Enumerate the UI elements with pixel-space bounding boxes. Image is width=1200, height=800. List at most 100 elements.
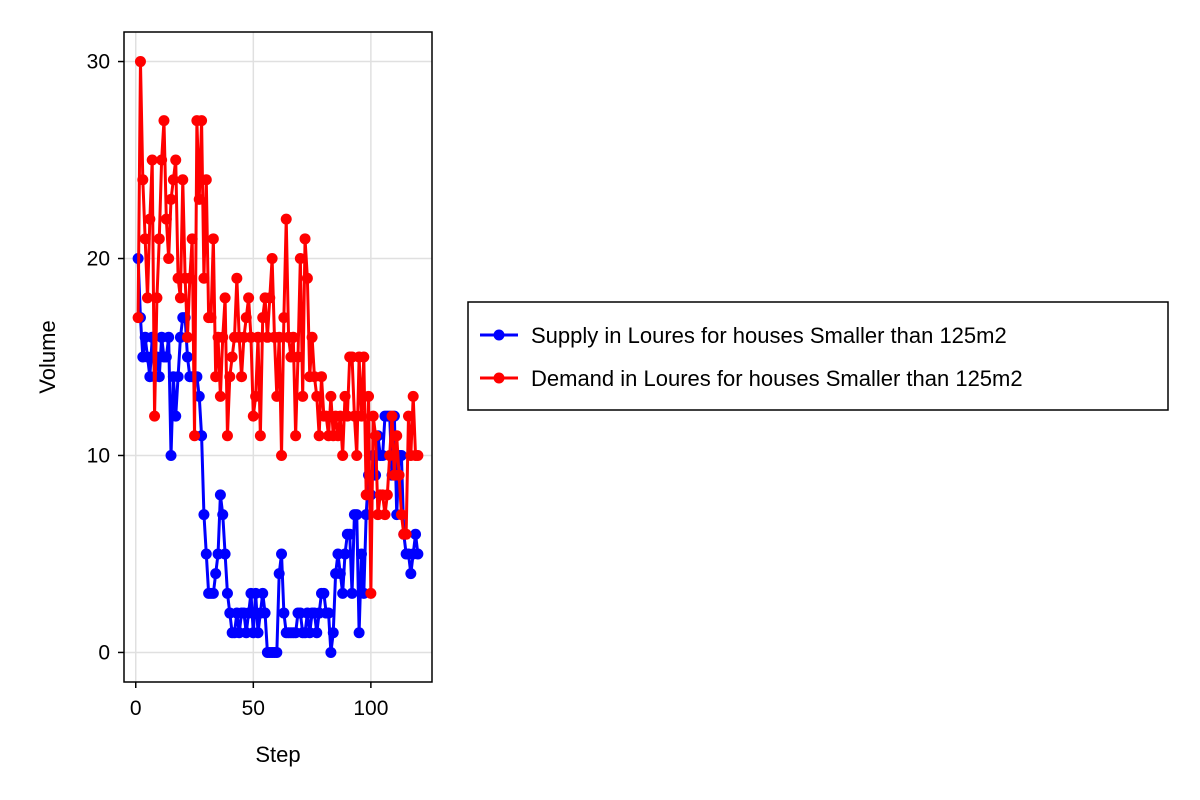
data-point <box>323 607 335 619</box>
data-point <box>184 272 196 284</box>
data-point <box>355 410 367 422</box>
data-point <box>346 587 358 599</box>
data-point <box>217 509 229 521</box>
data-point <box>316 371 327 383</box>
data-point <box>386 410 398 422</box>
data-point <box>160 213 172 225</box>
series-layer <box>132 56 424 658</box>
data-point <box>146 154 158 166</box>
legend-supply-marker <box>493 329 505 341</box>
data-point <box>186 233 198 245</box>
data-point <box>407 390 419 402</box>
data-point <box>177 174 189 186</box>
data-point <box>391 430 403 442</box>
data-point <box>170 410 182 422</box>
data-point <box>278 607 290 619</box>
data-point <box>252 627 264 639</box>
data-point <box>381 489 393 501</box>
data-point <box>198 272 210 284</box>
data-point <box>221 587 233 599</box>
data-point <box>271 390 283 402</box>
legend-demand-label: Demand in Loures for houses Smaller than… <box>531 366 1023 391</box>
legend-demand-marker <box>493 372 505 384</box>
data-point <box>313 430 325 442</box>
data-point <box>384 449 396 461</box>
data-point <box>165 449 177 461</box>
data-point <box>332 430 344 442</box>
data-point <box>149 410 161 422</box>
data-point <box>412 548 424 560</box>
data-point <box>257 312 269 324</box>
data-point <box>231 272 243 284</box>
data-point <box>243 607 255 619</box>
data-point <box>276 449 288 461</box>
data-point <box>243 292 255 304</box>
data-point <box>210 568 222 580</box>
data-point <box>311 627 323 639</box>
data-point <box>379 509 391 521</box>
data-point <box>271 646 283 658</box>
data-point <box>144 213 156 225</box>
data-point <box>318 587 330 599</box>
data-point <box>297 390 309 402</box>
data-point <box>200 174 212 186</box>
data-point <box>236 371 248 383</box>
data-point <box>193 193 205 205</box>
data-point <box>306 331 318 343</box>
data-point <box>325 646 337 658</box>
data-point <box>257 587 269 599</box>
data-point <box>189 430 201 442</box>
data-point <box>276 548 288 560</box>
data-point <box>181 331 193 343</box>
data-point <box>165 193 177 205</box>
data-point <box>181 351 193 363</box>
data-point <box>353 627 365 639</box>
y-tick-label: 30 <box>87 51 110 74</box>
data-point <box>170 154 182 166</box>
series-line <box>136 60 418 595</box>
data-point <box>365 587 377 599</box>
x-tick-label: 0 <box>130 697 142 720</box>
x-axis-label: Step <box>255 742 300 767</box>
data-point <box>334 568 346 580</box>
data-point <box>273 331 285 343</box>
data-point <box>410 528 422 540</box>
data-point <box>221 430 233 442</box>
data-point <box>198 509 210 521</box>
data-point <box>200 548 212 560</box>
data-point <box>266 253 278 265</box>
data-point <box>224 371 236 383</box>
data-point <box>210 371 222 383</box>
data-point <box>214 489 226 501</box>
data-point <box>395 509 407 521</box>
axes: 0 50 100 0 10 20 30 <box>87 51 389 720</box>
data-point <box>250 390 262 402</box>
y-axis-label: Volume <box>35 320 60 393</box>
data-point <box>205 312 217 324</box>
data-point <box>207 233 219 245</box>
data-point <box>156 154 168 166</box>
legend-supply-label: Supply in Loures for houses Smaller than… <box>531 323 1007 348</box>
data-point <box>219 548 231 560</box>
data-point <box>142 351 154 363</box>
data-point <box>278 312 290 324</box>
data-point <box>405 568 417 580</box>
data-point <box>174 292 186 304</box>
data-point <box>367 410 379 422</box>
y-tick-label: 0 <box>98 641 110 664</box>
data-point <box>217 331 229 343</box>
data-point <box>327 627 339 639</box>
data-point <box>158 115 170 127</box>
data-point <box>358 351 370 363</box>
data-point <box>292 351 304 363</box>
data-point <box>226 351 238 363</box>
data-point <box>142 292 154 304</box>
data-point <box>247 410 259 422</box>
data-point <box>412 449 424 461</box>
data-point <box>294 253 306 265</box>
data-point <box>339 548 351 560</box>
data-point <box>360 489 372 501</box>
data-point <box>163 331 175 343</box>
data-point <box>339 390 351 402</box>
